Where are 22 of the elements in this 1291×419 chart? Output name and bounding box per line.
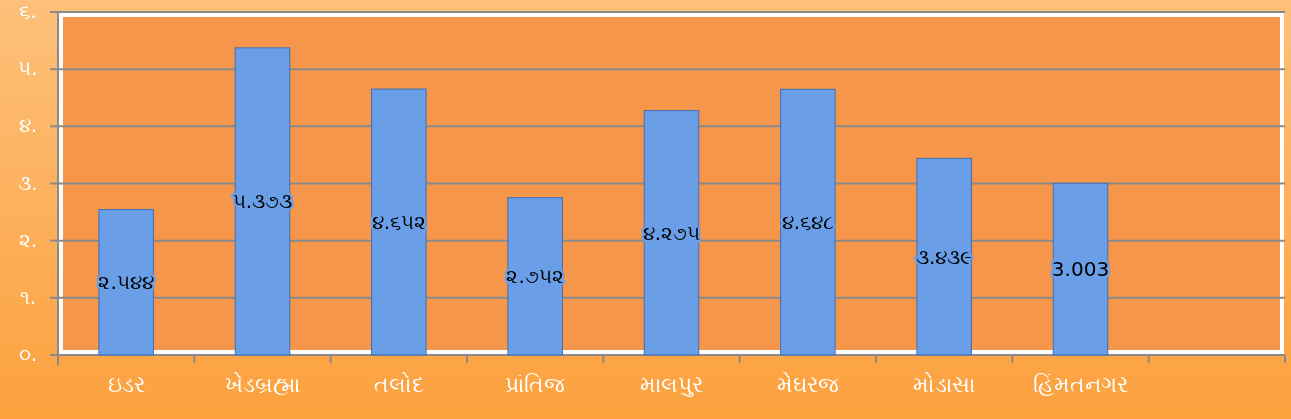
x-tick-label: માલપુર [640, 372, 703, 397]
data-label: ૨.૭૫૨ [506, 264, 564, 289]
data-label: ૪.૬૫૨ [371, 210, 427, 235]
x-tick-label: મેઘરજ [776, 372, 839, 397]
y-tick-label: ૦. [18, 342, 38, 366]
x-tick-label: તલોદ [373, 372, 424, 397]
data-label: ૪.૬૪૮ [781, 210, 835, 235]
data-label: ૨.૫૪૪ [98, 270, 154, 295]
data-label: ૪.૨૭૫ [642, 220, 701, 245]
y-tick-label: ૪. [18, 113, 38, 138]
x-tick-label: ખેડબ્રહ્મા [225, 372, 300, 397]
x-tick-label: પ્રાંતિજ [505, 372, 566, 397]
data-label: ૩.૪૩૯ [915, 244, 973, 269]
y-tick-label: ૫. [18, 56, 38, 81]
data-label: 3.003 [1051, 257, 1110, 282]
x-tick-label: મોડાસા [913, 372, 976, 397]
x-tick-label: હિંમતનગર [1033, 372, 1128, 397]
y-tick-label: ૧. [19, 284, 37, 309]
x-tick-label: ઇડર [107, 372, 145, 397]
y-tick-label: ૬. [19, 0, 37, 23]
y-tick-label: ૩. [18, 170, 38, 195]
y-tick-label: ૨. [18, 227, 38, 252]
